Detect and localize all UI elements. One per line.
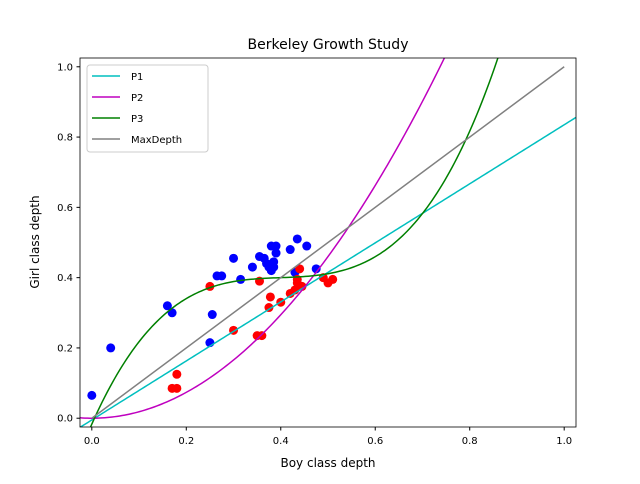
scatter-point: [207, 310, 217, 320]
y-tick-label: 0.4: [57, 273, 73, 284]
legend-label: P3: [131, 114, 143, 125]
legend-label: P2: [131, 93, 143, 104]
x-axis-label: Boy class depth: [280, 456, 375, 470]
scatter-point: [106, 343, 116, 353]
scatter-point: [302, 241, 312, 251]
scatter-point: [229, 253, 239, 263]
y-tick-label: 1.0: [57, 62, 73, 73]
x-tick-label: 0.4: [273, 436, 289, 447]
scatter-point: [295, 264, 305, 274]
scatter-point: [311, 264, 321, 274]
y-tick-label: 0.2: [57, 343, 73, 354]
scatter-point: [257, 331, 267, 341]
y-tick-label: 0.0: [57, 414, 73, 425]
scatter-point: [87, 390, 97, 400]
scatter-point: [167, 308, 177, 318]
scatter-point: [297, 281, 307, 291]
scatter-point: [217, 271, 227, 281]
series-line-p3: [89, 58, 499, 427]
axes-frame: [79, 57, 577, 428]
series-line-p1: [80, 116, 576, 427]
legend-label: MaxDepth: [131, 135, 182, 146]
scatter-point: [162, 301, 172, 311]
scatter-point: [269, 262, 279, 272]
x-tick-label: 0.0: [84, 436, 100, 447]
scatter-point: [285, 245, 295, 255]
x-tick-label: 0.6: [367, 436, 383, 447]
scatter-point: [264, 303, 274, 313]
series-line-p2: [80, 58, 446, 419]
scatter-point: [292, 234, 302, 244]
scatter-point: [328, 274, 338, 284]
legend-label: P1: [131, 72, 143, 83]
y-tick-label: 0.6: [57, 203, 73, 214]
legend: P1 P2 P3 MaxDepth: [86, 64, 209, 153]
chart-title: Berkeley Growth Study: [248, 37, 409, 53]
scatter-point: [172, 383, 182, 393]
y-tick-label: 0.8: [57, 133, 73, 144]
plot-area: [80, 58, 576, 427]
axis-ticks: 0.0 0.2 0.4 0.6 0.8 1.0 0.0 0.2 0.4 0.6 0.8 1.0: [57, 62, 572, 447]
scatter-point: [271, 248, 281, 258]
scatter-point: [247, 262, 257, 272]
scatter-point: [236, 274, 246, 284]
scatter-point: [172, 369, 182, 379]
series-line-maxdepth: [91, 66, 565, 419]
y-axis-label: Girl class depth: [28, 195, 42, 288]
x-tick-label: 0.2: [178, 436, 194, 447]
x-tick-label: 0.8: [462, 436, 478, 447]
x-tick-label: 1.0: [556, 436, 572, 447]
scatter-point: [271, 241, 281, 251]
scatter-point: [265, 292, 275, 302]
